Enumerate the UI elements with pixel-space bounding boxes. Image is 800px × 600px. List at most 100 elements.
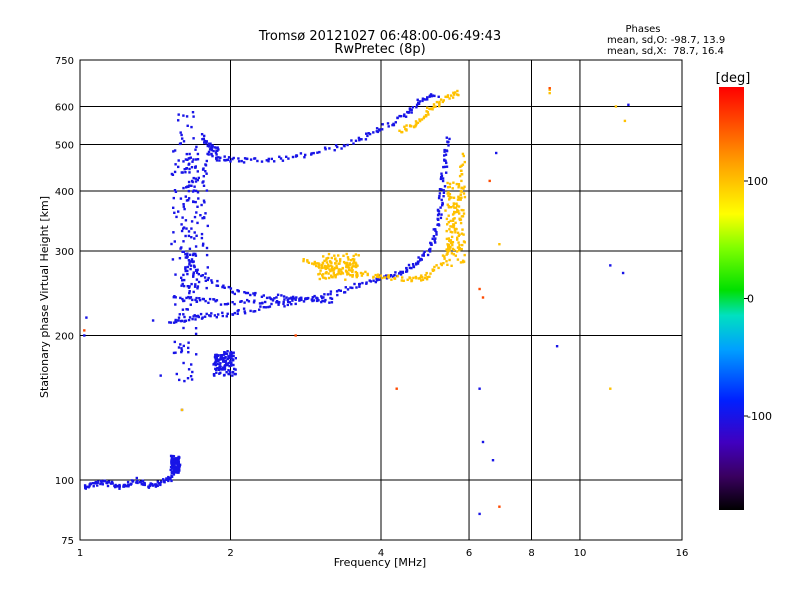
x-tick-labels: 1 2 4 6 8 10 16	[77, 548, 689, 559]
data-point	[338, 268, 341, 271]
data-point	[181, 250, 184, 253]
data-point	[447, 144, 450, 147]
data-point	[147, 486, 151, 489]
data-point	[481, 440, 485, 444]
data-point	[295, 296, 298, 299]
data-point	[340, 271, 343, 274]
data-point	[326, 266, 329, 270]
data-point	[182, 361, 185, 365]
data-point	[446, 181, 449, 185]
data-point	[194, 252, 197, 256]
data-point	[180, 347, 183, 350]
data-point	[217, 313, 220, 316]
data-point	[318, 272, 322, 275]
data-point	[230, 351, 234, 355]
data-layer	[83, 87, 630, 516]
data-point	[352, 142, 355, 145]
data-point	[228, 370, 232, 373]
data-point	[441, 254, 445, 257]
data-point	[210, 279, 213, 282]
data-point	[229, 287, 233, 290]
data-point	[219, 303, 223, 306]
data-point	[210, 152, 213, 156]
data-point	[231, 313, 234, 316]
data-point	[426, 106, 429, 109]
data-point	[324, 298, 327, 302]
data-point	[433, 94, 436, 98]
data-point	[355, 273, 359, 276]
data-point	[292, 297, 296, 300]
data-point	[92, 482, 95, 485]
data-point	[435, 100, 439, 104]
data-point	[216, 362, 219, 366]
data-point	[402, 279, 405, 282]
data-point	[458, 212, 461, 215]
data-point	[190, 282, 193, 286]
data-point	[404, 127, 407, 131]
data-point	[200, 232, 204, 236]
data-point	[323, 293, 326, 296]
data-point	[196, 170, 199, 173]
data-point	[172, 196, 175, 200]
data-point	[252, 292, 255, 295]
data-point	[177, 319, 180, 322]
data-point	[221, 311, 224, 314]
data-point	[187, 368, 191, 371]
data-point	[443, 185, 447, 188]
data-point	[242, 161, 246, 164]
data-point	[159, 482, 162, 485]
data-point	[458, 174, 462, 178]
data-point	[457, 234, 460, 237]
data-point	[446, 248, 449, 251]
data-point	[311, 262, 314, 265]
data-point	[182, 240, 185, 243]
data-point	[452, 223, 455, 226]
data-point	[186, 285, 189, 288]
data-point	[459, 193, 462, 196]
data-point	[327, 263, 330, 266]
data-point	[186, 255, 189, 258]
data-point	[328, 268, 331, 271]
data-point	[354, 262, 358, 265]
data-point	[210, 148, 213, 152]
data-point	[432, 103, 436, 106]
data-point	[203, 201, 206, 204]
data-point	[448, 185, 451, 189]
data-point	[205, 140, 208, 143]
data-point	[216, 279, 219, 283]
data-point	[315, 299, 319, 303]
data-point	[202, 242, 205, 245]
data-point	[446, 95, 449, 98]
data-point	[478, 387, 481, 390]
data-point	[440, 188, 443, 191]
data-point	[214, 367, 217, 371]
data-point	[408, 108, 412, 111]
data-point	[111, 482, 114, 485]
y-tick-label: 75	[61, 536, 74, 547]
data-point	[332, 269, 335, 272]
data-point	[226, 357, 229, 361]
data-point	[189, 253, 192, 256]
y-tick-label: 750	[55, 56, 74, 67]
data-point	[455, 182, 458, 186]
data-point	[258, 302, 262, 305]
data-point	[330, 261, 333, 264]
data-point	[166, 478, 170, 481]
data-point	[247, 300, 251, 303]
data-point	[219, 362, 222, 365]
data-point	[206, 278, 209, 282]
data-point	[422, 254, 425, 257]
data-point	[180, 350, 183, 354]
data-point	[342, 254, 345, 257]
data-point	[218, 363, 221, 366]
data-point	[92, 485, 95, 488]
data-point	[381, 276, 384, 280]
data-point	[441, 100, 444, 104]
data-point	[458, 217, 461, 220]
data-point	[273, 297, 276, 300]
y-tick-label: 600	[55, 103, 74, 114]
data-point	[190, 363, 193, 366]
data-point	[444, 153, 448, 156]
data-point	[438, 192, 442, 195]
data-point	[339, 272, 342, 276]
